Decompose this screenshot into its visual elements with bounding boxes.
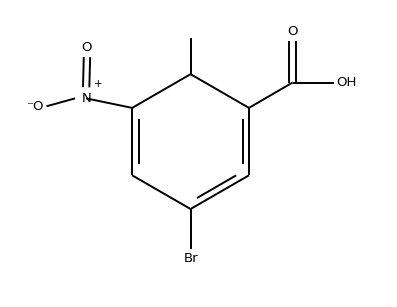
Text: O: O [82,41,92,54]
Text: Br: Br [183,252,198,265]
Text: O: O [287,25,298,38]
Text: +: + [94,79,102,89]
Text: ⁻O: ⁻O [26,100,43,113]
Text: OH: OH [336,76,357,89]
Text: N: N [81,92,91,105]
